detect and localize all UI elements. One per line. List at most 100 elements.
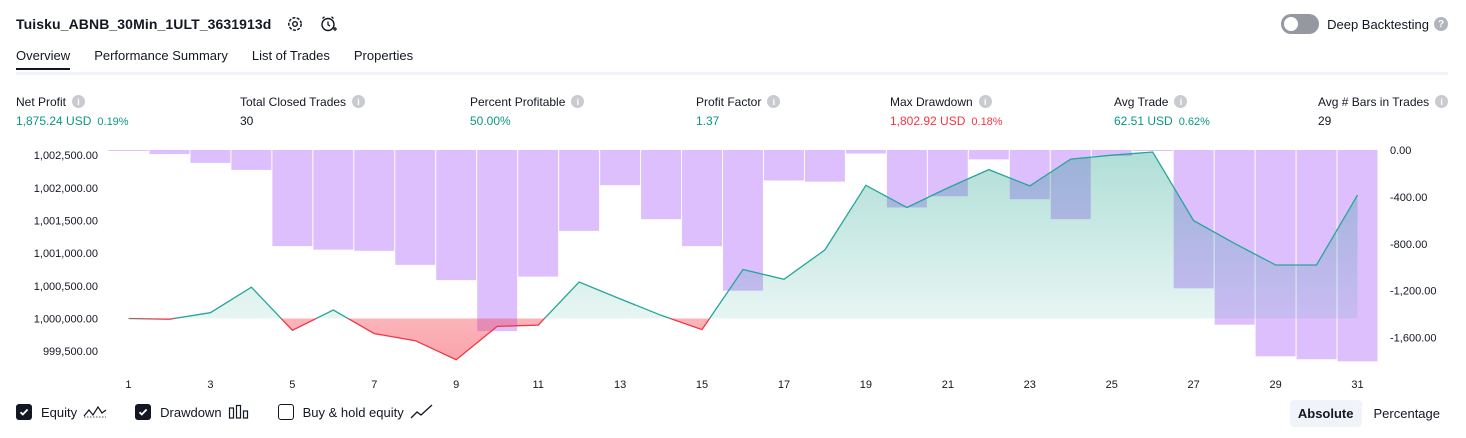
drawdown-bar [272,150,313,247]
left-axis-tick-label: 999,500.00 [43,346,98,358]
tab-bar: Overview Performance Summary List of Tra… [16,48,437,70]
equity-area-positive [128,152,1358,319]
deep-backtesting-toggle[interactable] [1281,14,1320,34]
right-axis-tick-label: -400.00 [1390,192,1427,204]
drawdown-bar [477,150,518,332]
drawdown-bar [723,150,763,291]
x-axis-tick-label: 19 [860,379,872,391]
metric-percent: 0.18% [971,116,1003,128]
metric-label: Profit Factor [696,94,762,109]
x-axis-tick-label: 3 [207,379,213,391]
right-axis-tick-label: -1,600.00 [1390,333,1436,345]
equity-drawdown-chart: 1,002,500.00 1,002,000.00 1,001,500.00 1,00… [34,145,1437,391]
equity-line-positive [128,151,1359,319]
drawdown-bar [231,150,272,170]
tab-performance-summary[interactable]: Performance Summary [94,48,228,63]
info-icon[interactable]: i [978,95,992,108]
legend-drawdown-label: Drawdown [160,404,222,420]
drawdown-checkbox[interactable] [135,404,152,420]
strategy-title: Tuisku_ABNB_30Min_1ULT_3631913d [16,16,272,32]
x-axis-tick-label: 5 [289,379,295,391]
metric-value: 1,802.92 USD [890,114,966,128]
right-axis-tick-label: -800.00 [1390,239,1427,251]
drawdown-bar [968,150,1009,160]
legend-buy-hold-equity[interactable]: Buy & hold equity [277,404,434,420]
help-icon[interactable]: ? [1434,17,1448,31]
add-alert-clock-icon[interactable] [319,14,339,34]
left-axis-tick-label: 1,002,000.00 [34,183,98,195]
left-axis-tick-label: 1,002,500.00 [34,150,98,162]
tabs-divider [16,72,1448,75]
drawdown-bar [313,150,354,250]
metric-value: 50.00% [470,114,511,128]
buy-hold-line-icon [410,404,434,420]
drawdown-bar [1132,150,1173,151]
tab-properties[interactable]: Properties [353,48,414,63]
metric-value: 29 [1318,114,1332,128]
metric-label: Max Drawdown [890,94,973,109]
legend-drawdown[interactable]: Drawdown [135,404,249,420]
metric-percent-profitable: Percent Profitable i 50.00% [470,94,585,128]
drawdown-bars-icon [228,404,250,420]
metric-label: Avg # Bars in Trades [1318,94,1430,109]
metric-profit-factor: Profit Factor i 1.37 [696,94,781,128]
info-icon[interactable]: i [571,95,585,108]
x-axis-tick-label: 15 [696,379,708,391]
metric-max-drawdown: Max Drawdown i 1,802.92 USD 0.18% [890,94,1003,129]
equity-line-icon [83,404,107,420]
drawdown-bar [1255,150,1296,357]
metric-value: 30 [240,114,254,128]
x-axis-tick-label: 31 [1351,379,1363,391]
drawdown-bar [559,150,600,231]
info-icon[interactable]: i [1174,95,1188,108]
settings-gear-icon[interactable] [285,14,305,34]
drawdown-bar [518,150,559,277]
left-axis-tick-label: 1,000,500.00 [34,281,98,293]
drawdown-bar [108,150,149,151]
left-axis-tick-label: 1,000,000.00 [34,314,98,326]
metric-avg-trade: Avg Trade i 62.51 USD 0.62% [1114,94,1210,129]
x-axis-tick-label: 23 [1024,379,1036,391]
x-axis-tick-label: 21 [942,379,954,391]
legend-equity[interactable]: Equity [16,404,107,420]
metric-avg-bars-in-trades: Avg # Bars in Trades i 29 [1318,94,1449,128]
drawdown-bar [436,150,477,281]
x-axis-tick-label: 1 [125,379,131,391]
metric-percent: 0.62% [1178,116,1210,128]
x-axis-tick-label: 9 [453,379,459,391]
drawdown-bar [149,150,190,155]
drawdown-bar [763,150,804,181]
mode-absolute-button[interactable]: Absolute [1289,400,1362,427]
drawdown-bar [354,150,395,251]
x-axis-tick-label: 27 [1188,379,1200,391]
drawdown-bar [600,150,641,186]
drawdown-bar [682,150,723,247]
deep-backtesting-label: Deep Backtesting [1327,16,1429,32]
info-icon[interactable]: i [72,95,86,108]
left-axis-tick-label: 1,001,500.00 [34,216,98,228]
equity-checkbox[interactable] [16,404,32,420]
drawdown-bar [845,150,886,154]
metric-value: 62.51 USD [1114,114,1173,128]
drawdown-bar [1091,150,1132,156]
metric-label: Total Closed Trades [240,94,347,109]
info-icon[interactable]: i [1435,95,1449,108]
buy-hold-checkbox[interactable] [277,404,294,420]
metric-net-profit: Net Profit i 1,875.24 USD 0.19% [16,94,129,129]
display-mode-switch: Absolute Percentage [1286,400,1448,427]
deep-backtesting-control: Deep Backtesting ? [1281,12,1448,36]
chart-legend: Equity Drawdown Buy & hold equity [16,404,462,420]
tab-list-of-trades[interactable]: List of Trades [251,48,330,63]
info-icon[interactable]: i [767,95,781,108]
metric-label: Avg Trade [1114,94,1169,109]
drawdown-bar [395,150,436,265]
info-icon[interactable]: i [352,95,366,108]
legend-buy-hold-label: Buy & hold equity [302,404,404,420]
metric-percent: 0.19% [97,116,129,128]
drawdown-bar [641,150,682,220]
equity-area-negative [128,318,1358,360]
mode-percentage-button[interactable]: Percentage [1373,406,1441,421]
strategy-header: Tuisku_ABNB_30Min_1ULT_3631913d [16,12,339,36]
x-axis-tick-label: 11 [532,379,543,391]
tab-overview[interactable]: Overview [16,48,71,70]
